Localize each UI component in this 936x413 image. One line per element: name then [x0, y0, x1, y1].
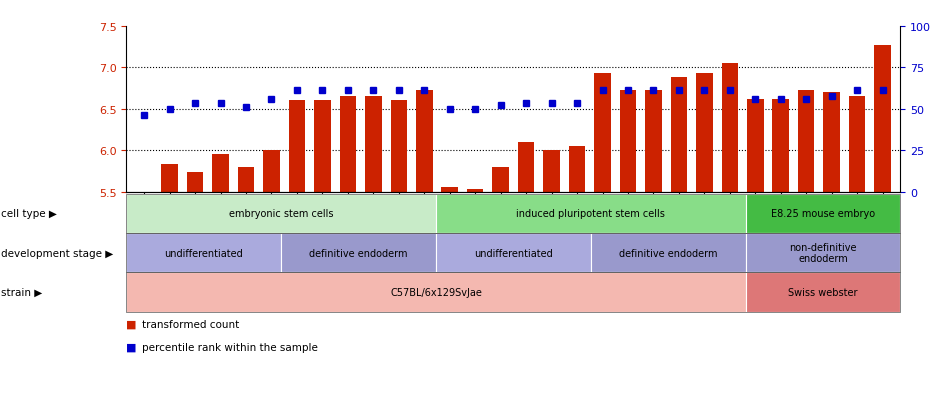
- Text: Swiss webster: Swiss webster: [788, 287, 857, 297]
- Text: undifferentiated: undifferentiated: [165, 248, 243, 258]
- Bar: [212, 155, 228, 192]
- Text: development stage ▶: development stage ▶: [1, 248, 113, 258]
- Text: non-definitive
endoderm: non-definitive endoderm: [789, 242, 856, 264]
- Bar: [722, 64, 739, 192]
- Bar: [594, 74, 611, 192]
- Bar: [824, 93, 840, 192]
- Bar: [390, 101, 407, 192]
- Text: embryonic stem cells: embryonic stem cells: [229, 209, 333, 219]
- Text: strain ▶: strain ▶: [1, 287, 42, 297]
- Bar: [543, 151, 560, 192]
- Text: ■: ■: [126, 319, 137, 329]
- Bar: [161, 165, 178, 192]
- Bar: [442, 188, 458, 192]
- Bar: [849, 97, 866, 192]
- Text: ■: ■: [126, 342, 137, 352]
- Bar: [518, 142, 534, 192]
- Text: C57BL/6x129SvJae: C57BL/6x129SvJae: [390, 287, 482, 297]
- Bar: [187, 173, 203, 192]
- Bar: [263, 151, 280, 192]
- Bar: [314, 101, 330, 192]
- Bar: [492, 168, 509, 192]
- Text: percentile rank within the sample: percentile rank within the sample: [142, 342, 318, 352]
- Bar: [569, 147, 585, 192]
- Text: definitive endoderm: definitive endoderm: [309, 248, 408, 258]
- Bar: [620, 91, 636, 192]
- Bar: [340, 97, 357, 192]
- Text: induced pluripotent stem cells: induced pluripotent stem cells: [517, 209, 665, 219]
- Bar: [747, 100, 764, 192]
- Bar: [798, 91, 814, 192]
- Bar: [416, 91, 432, 192]
- Bar: [365, 97, 382, 192]
- Bar: [288, 101, 305, 192]
- Text: transformed count: transformed count: [142, 319, 240, 329]
- Bar: [874, 46, 891, 192]
- Text: cell type ▶: cell type ▶: [1, 209, 57, 219]
- Bar: [670, 78, 687, 192]
- Bar: [238, 168, 255, 192]
- Text: definitive endoderm: definitive endoderm: [619, 248, 718, 258]
- Bar: [696, 74, 712, 192]
- Bar: [772, 100, 789, 192]
- Bar: [467, 190, 484, 192]
- Text: E8.25 mouse embryo: E8.25 mouse embryo: [771, 209, 875, 219]
- Text: undifferentiated: undifferentiated: [474, 248, 553, 258]
- Bar: [645, 91, 662, 192]
